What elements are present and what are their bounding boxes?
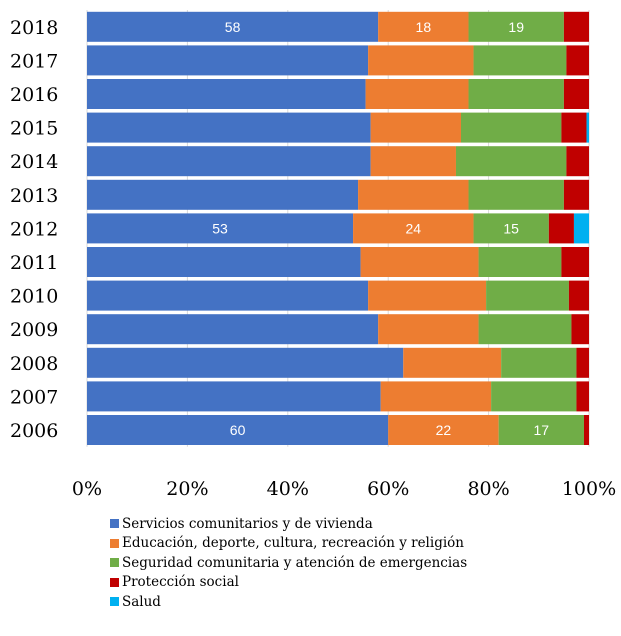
bar-2018-series-3 bbox=[563, 11, 589, 42]
legend-item-2: Seguridad comunitaria y atención de emer… bbox=[110, 553, 467, 573]
y-tick-label-2012: 2012 bbox=[10, 218, 58, 240]
y-tick-label-2018: 2018 bbox=[10, 17, 58, 39]
legend-item-0: Servicios comunitarios y de vivienda bbox=[110, 514, 467, 534]
bar-2016-series-2 bbox=[468, 79, 564, 109]
bar-2009-series-0 bbox=[87, 314, 379, 345]
bar-2010-series-1 bbox=[368, 280, 487, 311]
y-tick-label-2006: 2006 bbox=[10, 420, 58, 442]
bar-2017-series-1 bbox=[368, 45, 474, 76]
bar-2012-series-4 bbox=[573, 213, 589, 244]
legend-item-3: Protección social bbox=[110, 573, 467, 593]
bar-2008-series-1 bbox=[403, 347, 502, 378]
bar-2013-series-0 bbox=[87, 179, 359, 210]
legend-label-2: Seguridad comunitaria y atención de emer… bbox=[122, 554, 468, 571]
bar-2016-series-1 bbox=[365, 79, 469, 109]
data-label-2018-2: 19 bbox=[508, 19, 524, 35]
legend-label-1: Educación, deporte, cultura, recreación … bbox=[122, 535, 464, 552]
bar-2015-series-4 bbox=[586, 112, 589, 143]
legend-item-4: Salud bbox=[110, 592, 467, 612]
bar-2012-series-2 bbox=[473, 213, 549, 244]
bar-2015-series-1 bbox=[370, 112, 461, 143]
bar-2009-series-1 bbox=[378, 314, 479, 345]
legend-label-0: Servicios comunitarios y de vivienda bbox=[122, 515, 373, 532]
bar-2014-series-3 bbox=[566, 146, 589, 177]
bar-2008-series-2 bbox=[501, 347, 577, 378]
data-label-2006-2: 17 bbox=[534, 422, 550, 438]
bar-2017-series-2 bbox=[473, 45, 567, 76]
bar-2007-series-1 bbox=[380, 381, 492, 412]
bar-2009-series-2 bbox=[478, 314, 572, 345]
y-tick-label-2016: 2016 bbox=[10, 84, 58, 106]
legend-item-1: Educación, deporte, cultura, recreación … bbox=[110, 534, 467, 554]
bar-2015-series-2 bbox=[460, 112, 562, 143]
y-tick-label-2009: 2009 bbox=[10, 319, 58, 341]
bar-2007-series-0 bbox=[87, 381, 381, 412]
x-tick-label-0: 0% bbox=[72, 478, 102, 500]
bar-2018-series-2 bbox=[468, 11, 564, 42]
stacked-bar-chart: 2018 58 18 19 2017 2016 2015 2014 2013 2012 53 24 15… bbox=[10, 10, 616, 500]
legend-swatch-0 bbox=[110, 519, 119, 529]
y-tick-label-2011: 2011 bbox=[10, 252, 58, 274]
x-tick-label-3: 60% bbox=[367, 478, 409, 500]
bar-2013-series-3 bbox=[563, 179, 589, 210]
legend-label-4: Salud bbox=[122, 593, 161, 610]
bar-2008-series-3 bbox=[576, 347, 589, 378]
bar-2016-series-0 bbox=[87, 79, 366, 109]
y-tick-label-2015: 2015 bbox=[10, 118, 58, 140]
bar-2011-series-1 bbox=[360, 247, 479, 277]
data-label-2006-1: 22 bbox=[436, 422, 452, 438]
y-tick-label-2008: 2008 bbox=[10, 353, 58, 375]
legend-swatch-3 bbox=[110, 577, 119, 587]
bar-2006-series-2 bbox=[498, 415, 584, 445]
bar-2017-series-0 bbox=[87, 45, 369, 76]
bar-2007-series-2 bbox=[491, 381, 577, 412]
bar-2012-series-3 bbox=[548, 213, 574, 244]
data-label-2012-2: 15 bbox=[503, 220, 519, 236]
y-tick-label-2013: 2013 bbox=[10, 185, 58, 207]
legend: Servicios comunitarios y de vivienda Educ… bbox=[110, 514, 467, 612]
data-label-2012-0: 53 bbox=[212, 220, 228, 236]
x-tick-label-2: 40% bbox=[267, 478, 309, 500]
bar-2014-series-1 bbox=[370, 146, 456, 177]
bar-2016-series-3 bbox=[563, 79, 589, 109]
bar-2012-series-1 bbox=[353, 213, 474, 244]
bar-2011-series-2 bbox=[478, 247, 562, 277]
bar-2011-series-3 bbox=[561, 247, 589, 277]
legend-swatch-2 bbox=[110, 558, 119, 568]
legend-label-3: Protección social bbox=[122, 574, 239, 591]
bar-2006-series-0 bbox=[87, 415, 389, 445]
bar-2015-series-3 bbox=[561, 112, 587, 143]
legend-swatch-1 bbox=[110, 538, 119, 548]
bar-2014-series-0 bbox=[87, 146, 371, 177]
bar-2012-series-0 bbox=[87, 213, 354, 244]
data-label-2018-0: 58 bbox=[225, 19, 241, 35]
x-tick-label-1: 20% bbox=[166, 478, 208, 500]
bar-2015-series-0 bbox=[87, 112, 371, 143]
bar-2014-series-2 bbox=[455, 146, 567, 177]
bar-2006-series-3 bbox=[583, 415, 589, 445]
y-tick-label-2014: 2014 bbox=[10, 151, 58, 173]
bar-2017-series-3 bbox=[566, 45, 589, 76]
data-label-2012-1: 24 bbox=[406, 220, 422, 236]
x-tick-label-5: 100% bbox=[562, 478, 616, 500]
bar-2008-series-0 bbox=[87, 347, 404, 378]
bar-2010-series-0 bbox=[87, 280, 369, 311]
bar-2009-series-3 bbox=[571, 314, 589, 345]
y-tick-label-2010: 2010 bbox=[10, 286, 58, 308]
bar-2010-series-3 bbox=[568, 280, 589, 311]
legend-swatch-4 bbox=[110, 597, 119, 607]
bar-2018-series-1 bbox=[378, 11, 469, 42]
y-tick-label-2017: 2017 bbox=[10, 50, 58, 72]
bar-2018-series-0 bbox=[87, 11, 379, 42]
bar-2013-series-1 bbox=[358, 179, 469, 210]
bar-2011-series-0 bbox=[87, 247, 361, 277]
bar-2013-series-2 bbox=[468, 179, 564, 210]
data-label-2006-0: 60 bbox=[230, 422, 246, 438]
x-tick-label-4: 80% bbox=[467, 478, 509, 500]
bar-2007-series-3 bbox=[576, 381, 589, 412]
bar-2010-series-2 bbox=[486, 280, 569, 311]
data-label-2018-1: 18 bbox=[416, 19, 432, 35]
y-tick-label-2007: 2007 bbox=[10, 386, 58, 408]
bar-2006-series-1 bbox=[388, 415, 499, 445]
